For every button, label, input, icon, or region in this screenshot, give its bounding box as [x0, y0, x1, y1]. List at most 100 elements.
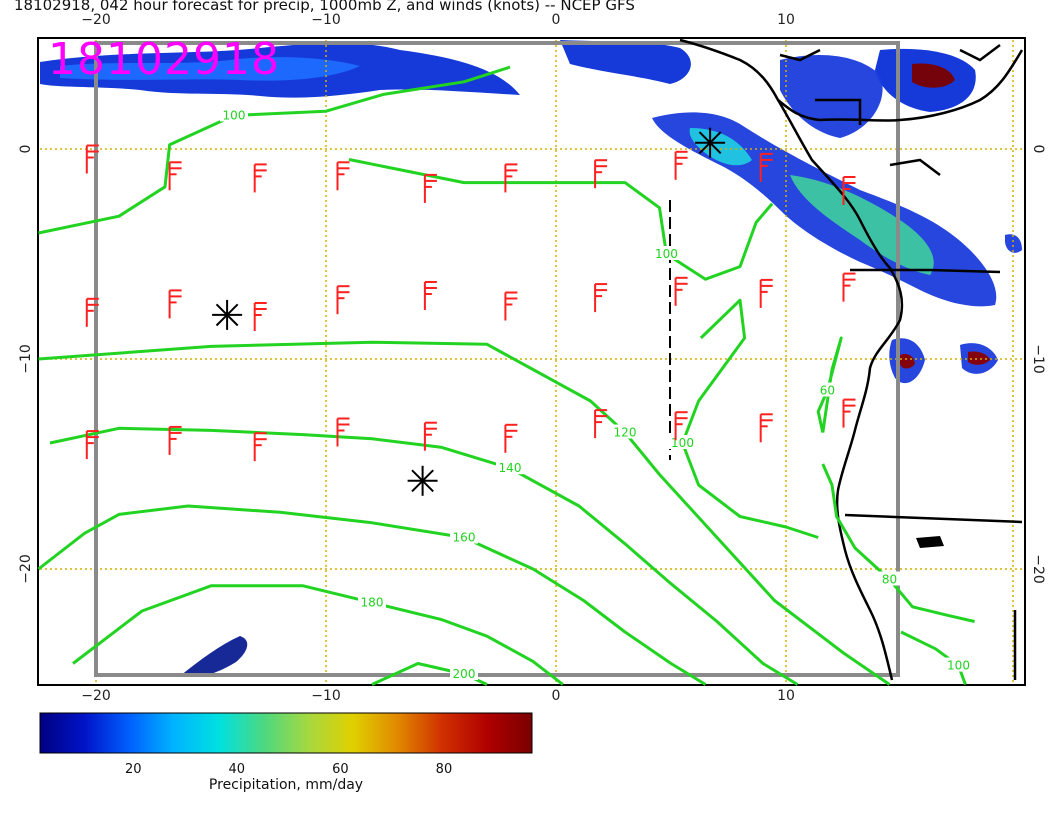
subdomain-frame — [94, 41, 900, 677]
colorbar-tick-label: 60 — [332, 762, 349, 777]
contour-label: 120 — [614, 426, 637, 440]
coastline-segment — [850, 268, 1001, 274]
contour-label: 180 — [361, 596, 384, 610]
wind-barb — [759, 278, 773, 308]
wind-barb — [842, 398, 856, 428]
lat-tick-left: −20 — [18, 554, 34, 584]
lat-tick-right: 0 — [1030, 145, 1046, 154]
wind-barb — [674, 150, 688, 180]
wind-barb — [594, 409, 608, 439]
island — [916, 536, 944, 548]
precip-patch — [900, 354, 915, 369]
precip-patch — [560, 40, 691, 84]
contour-label-bg — [358, 594, 386, 609]
precip-patch — [968, 351, 990, 365]
contour-label-bg — [944, 657, 973, 672]
date-stamp: 18102918 — [48, 34, 280, 85]
lon-tick-bottom: 10 — [777, 688, 795, 704]
wind-barb — [842, 272, 856, 302]
colorbar-title: Precipitation, mm/day — [209, 777, 363, 793]
lon-tick-bottom: 0 — [552, 688, 561, 704]
coastline-segment — [844, 513, 1023, 524]
precip-patch — [912, 63, 955, 88]
lon-tick-top: 10 — [777, 12, 795, 28]
contour-label-bg — [496, 460, 524, 475]
coastline-segment — [679, 38, 1024, 122]
wind-barb — [504, 423, 518, 453]
contour-label: 140 — [499, 461, 522, 475]
precip-shading — [40, 40, 1022, 678]
wind-barb — [504, 163, 518, 193]
wind-barb — [842, 176, 856, 205]
wind-barbs — [85, 144, 856, 462]
wind-barb — [85, 297, 99, 327]
colorbar-tick-label: 80 — [436, 762, 453, 777]
colorbar-ticks: 20 40 60 80 — [125, 762, 452, 777]
colorbar — [39, 712, 533, 754]
plot-frame — [37, 37, 1026, 686]
contour-line — [816, 336, 843, 433]
contour-line — [821, 463, 975, 623]
wind-barb — [168, 289, 182, 319]
wind-barb — [336, 285, 350, 315]
contour-label-bg — [450, 529, 478, 544]
station-markers — [212, 127, 726, 496]
colorbar-tick-label: 40 — [229, 762, 246, 777]
contour-line — [348, 158, 774, 281]
wind-barb — [253, 302, 267, 331]
contour-label-bg — [450, 666, 478, 680]
contour-label: 160 — [453, 531, 476, 545]
lat-tick-left: 0 — [18, 145, 34, 154]
contour-label: 200 — [453, 667, 476, 681]
contour-label-bg — [220, 107, 248, 122]
wind-barb — [759, 413, 773, 443]
wind-barb — [674, 411, 688, 441]
lon-tick-top: −20 — [81, 12, 111, 28]
contour-label: 60 — [820, 384, 835, 398]
lat-tick-right: −20 — [1030, 554, 1046, 584]
coastline-segment — [815, 98, 862, 125]
star-marker — [212, 299, 243, 330]
lon-tick-top: −10 — [311, 12, 341, 28]
contour-line — [900, 630, 967, 686]
geopotential-contours: 100 100 100 120 140 160 180 200 60 80 100 — [37, 65, 975, 686]
wind-barb — [85, 430, 99, 460]
contour-line — [38, 340, 891, 686]
lat-tick-left: −10 — [18, 344, 34, 374]
coastline-segment — [889, 158, 941, 176]
contour-label: 100 — [655, 247, 678, 261]
wind-barb — [759, 152, 773, 182]
colorbar-tick-label: 20 — [125, 762, 142, 777]
contour-label-bg — [813, 382, 842, 397]
precip-patch — [60, 57, 360, 81]
contour-line — [37, 504, 707, 686]
wind-barb — [423, 421, 437, 451]
precip-patch — [180, 636, 248, 678]
star-marker — [407, 465, 438, 496]
wind-barb — [85, 144, 99, 174]
lon-tick-top: 0 — [552, 12, 561, 28]
contour-label: 100 — [223, 108, 246, 122]
wind-barb — [253, 432, 267, 462]
wind-barb — [423, 173, 437, 203]
contour-label-bg — [875, 571, 904, 586]
lon-tick-bottom: −20 — [81, 688, 111, 704]
wind-barb — [168, 161, 182, 191]
contour-label: 100 — [947, 659, 970, 673]
star-marker — [695, 127, 726, 158]
wind-barb — [168, 425, 182, 455]
coastline-segment — [779, 44, 1001, 62]
wind-barb — [336, 417, 350, 447]
wind-barb — [594, 159, 608, 189]
wind-barb — [423, 281, 437, 310]
wind-barb — [253, 163, 267, 193]
lat-tick-right: −10 — [1030, 344, 1046, 374]
contour-label: 80 — [882, 573, 897, 587]
lon-tick-bottom: −10 — [311, 688, 341, 704]
precip-patch — [1005, 234, 1022, 253]
wind-barb — [674, 276, 688, 306]
wind-barb — [336, 161, 350, 191]
contour-label-bg — [611, 424, 639, 439]
